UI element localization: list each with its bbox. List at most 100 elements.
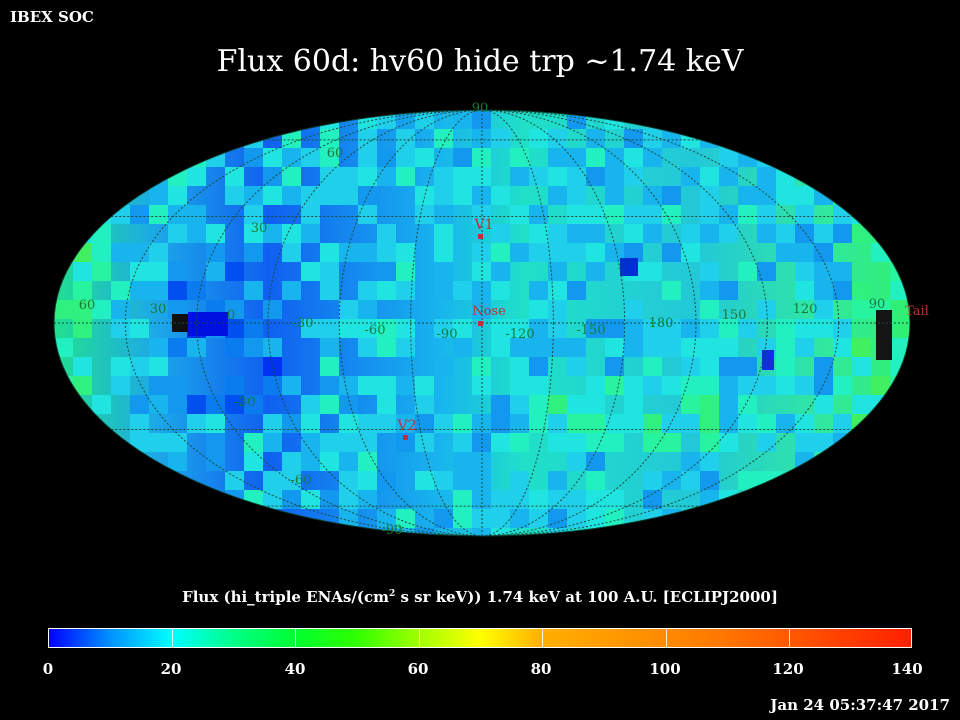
flux-pixel xyxy=(491,281,510,300)
flux-pixel xyxy=(700,338,719,357)
flux-pixel xyxy=(92,224,111,243)
flux-pixel xyxy=(149,395,168,414)
flux-pixel xyxy=(320,148,339,167)
flux-pixel xyxy=(890,376,909,395)
flux-pixel xyxy=(206,148,225,167)
flux-pixel xyxy=(719,148,738,167)
flux-pixel xyxy=(757,300,776,319)
flux-pixel xyxy=(263,300,282,319)
flux-pixel xyxy=(529,414,548,433)
flux-pixel xyxy=(244,490,263,509)
flux-pixel xyxy=(320,357,339,376)
flux-pixel xyxy=(453,186,472,205)
marker-tail: Tail xyxy=(905,304,929,319)
flux-pixel xyxy=(244,148,263,167)
flux-pixel xyxy=(434,319,453,338)
flux-pixel xyxy=(453,319,472,338)
flux-pixel xyxy=(757,262,776,281)
flux-pixel xyxy=(225,300,244,319)
flux-pixel xyxy=(662,205,681,224)
flux-pixel xyxy=(548,338,567,357)
flux-pixel xyxy=(358,300,377,319)
flux-pixel xyxy=(396,129,415,148)
flux-pixel xyxy=(92,395,111,414)
flux-pixel xyxy=(54,300,73,319)
flux-pixel xyxy=(434,205,453,224)
flux-pixel xyxy=(548,129,567,148)
flux-pixel xyxy=(852,205,871,224)
flux-pixel xyxy=(377,243,396,262)
flux-pixel xyxy=(111,243,130,262)
colorbar xyxy=(48,628,912,648)
flux-pixel xyxy=(681,243,700,262)
flux-pixel xyxy=(567,338,586,357)
flux-pixel xyxy=(263,471,282,490)
flux-pixel xyxy=(472,452,491,471)
flux-pixel xyxy=(73,357,92,376)
flux-pixel xyxy=(567,490,586,509)
flux-pixel xyxy=(301,148,320,167)
flux-pixel xyxy=(529,205,548,224)
flux-pixels xyxy=(54,110,909,536)
flux-pixel xyxy=(187,395,206,414)
flux-pixel xyxy=(453,148,472,167)
flux-pixel xyxy=(434,186,453,205)
flux-pixel xyxy=(339,243,358,262)
flux-pixel xyxy=(586,509,605,528)
colorbar-title-sup: 2 xyxy=(388,589,396,599)
flux-pixel xyxy=(130,262,149,281)
flux-pixel xyxy=(244,281,263,300)
flux-pixel xyxy=(624,205,643,224)
flux-pixel xyxy=(605,357,624,376)
flux-pixel xyxy=(567,452,586,471)
flux-pixel xyxy=(833,414,852,433)
lon-label-neg150: -150 xyxy=(576,323,605,338)
flux-pixel xyxy=(396,338,415,357)
flux-pixel xyxy=(453,110,472,129)
flux-pixel xyxy=(339,376,358,395)
flux-pixel xyxy=(491,186,510,205)
flux-pixel xyxy=(681,224,700,243)
flux-pixel xyxy=(263,357,282,376)
flux-pixel xyxy=(548,262,567,281)
flux-pixel xyxy=(738,148,757,167)
flux-pixel xyxy=(339,490,358,509)
flux-pixel xyxy=(529,167,548,186)
flux-pixel xyxy=(168,281,187,300)
flux-pixel xyxy=(149,186,168,205)
flux-pixel xyxy=(776,414,795,433)
flux-pixel xyxy=(491,490,510,509)
flux-pixel xyxy=(719,357,738,376)
flux-pixel xyxy=(396,319,415,338)
flux-pixel xyxy=(491,395,510,414)
colorbar-title-post: s sr keV)) 1.74 keV at 100 A.U. [ECLIPJ2… xyxy=(395,588,778,606)
flux-pixel xyxy=(244,205,263,224)
flux-pixel xyxy=(662,414,681,433)
flux-pixel xyxy=(206,243,225,262)
flux-pixel xyxy=(586,490,605,509)
flux-pixel xyxy=(529,338,548,357)
flux-pixel xyxy=(567,224,586,243)
flux-pixel xyxy=(225,376,244,395)
flux-pixel xyxy=(548,414,567,433)
colorbar-divider xyxy=(789,629,790,647)
colorbar-title: Flux (hi_triple ENAs/(cm2 s sr keV)) 1.7… xyxy=(0,588,960,606)
flux-pixel xyxy=(149,205,168,224)
flux-pixel xyxy=(795,376,814,395)
flux-pixel xyxy=(434,262,453,281)
flux-pixel xyxy=(529,490,548,509)
flux-pixel xyxy=(548,243,567,262)
flux-pixel xyxy=(548,148,567,167)
flux-pixel xyxy=(567,433,586,452)
flux-pixel xyxy=(529,357,548,376)
flux-pixel xyxy=(814,186,833,205)
flux-pixel xyxy=(586,167,605,186)
flux-pixel xyxy=(510,167,529,186)
flux-pixel xyxy=(358,129,377,148)
flux-pixel xyxy=(396,414,415,433)
flux-pixel xyxy=(244,243,263,262)
flux-pixel xyxy=(643,262,662,281)
flux-pixel xyxy=(510,319,529,338)
flux-pixel xyxy=(320,281,339,300)
flux-pixel xyxy=(339,433,358,452)
